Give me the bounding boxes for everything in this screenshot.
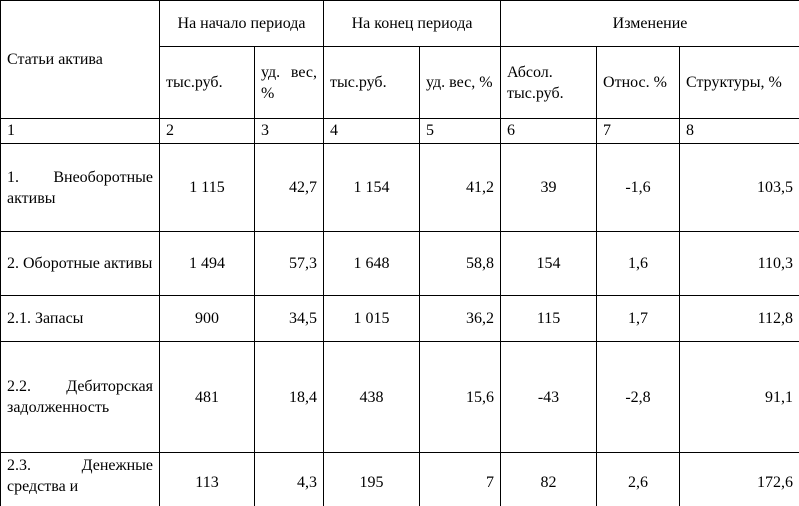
table-row: 2.3. Денежные средства и 113 4,3 195 7 82 2,6 1…	[0, 452, 799, 506]
table-cell: 900	[159, 295, 255, 342]
table-cell: 4	[323, 118, 420, 144]
table-cell: Статьи актива	[0, 0, 160, 119]
table-cell: уд. вес, %	[418, 46, 502, 119]
table-cell: 1 115	[159, 143, 255, 232]
table-cell: уд. вес, %	[254, 46, 324, 119]
table-cell: 15,6	[418, 341, 502, 453]
table-cell: 82	[500, 452, 598, 506]
table-cell: 2.3. Денежные средства и	[0, 452, 160, 506]
table-cell: 2,6	[596, 452, 681, 506]
table-cell: 1 648	[323, 231, 420, 296]
table-cell: Относ. %	[596, 46, 681, 119]
table-cell: 3	[254, 118, 324, 144]
table-cell: 34,5	[254, 295, 324, 342]
table-cell: 195	[323, 452, 420, 506]
table-row: 2.1. Запасы 900 34,5 1 015 36,2 115 1,7 112,8	[0, 295, 799, 342]
table-cell: 2.1. Запасы	[0, 295, 160, 342]
table-cell: Абсол. тыс.руб.	[500, 46, 598, 119]
table-row: 1. Внеоборотные активы 1 115 42,7 1 154 41,2…	[0, 143, 799, 232]
table-cell: тыс.руб.	[323, 46, 420, 119]
table-cell: 57,3	[254, 231, 324, 296]
table-cell: -43	[500, 341, 598, 453]
table-cell: 42,7	[254, 143, 324, 232]
table-cell: 5	[418, 118, 502, 144]
table-cell: На начало периода	[159, 0, 324, 47]
table-cell: 39	[500, 143, 598, 232]
table-cell: На конец периода	[322, 0, 502, 47]
table-cell: 1 154	[323, 143, 420, 232]
table-cell: 154	[500, 231, 598, 296]
table-row: тыс.руб. уд. вес, % тыс.руб. уд. вес, % Абсо…	[1, 46, 799, 119]
table-cell: 7	[596, 118, 681, 144]
table-cell: 8	[679, 118, 799, 144]
table-cell: 1 015	[323, 295, 420, 342]
table-cell: 4,3	[254, 452, 324, 506]
table-cell: 2.2. Дебиторская задолженность	[0, 341, 160, 453]
table-cell: -1,6	[596, 143, 681, 232]
table-cell: 1	[0, 118, 160, 144]
table-cell: 172,6	[679, 452, 799, 506]
table-cell: 1,7	[596, 295, 681, 342]
table-cell: 7	[418, 452, 502, 506]
table-cell: Изменение	[500, 0, 799, 47]
table-cell: -2,8	[596, 341, 681, 453]
table-cell: 1 494	[159, 231, 255, 296]
table-cell: 6	[500, 118, 598, 144]
table-cell: 112,8	[679, 295, 799, 342]
table-row: Статьи актива На начало периода На конец п…	[0, 0, 799, 119]
table-row: 2.2. Дебиторская задолженность 481 18,4 438…	[0, 341, 799, 453]
table-cell: 91,1	[679, 341, 799, 453]
table-cell: 1. Внеоборотные активы	[0, 143, 160, 232]
table-cell: 58,8	[418, 231, 502, 296]
table-cell: 18,4	[254, 341, 324, 453]
table-cell: 103,5	[679, 143, 799, 232]
table-cell: 481	[159, 341, 255, 453]
table-row: 2. Оборотные активы 1 494 57,3 1 648 58,8 154…	[0, 231, 799, 296]
table-cell: 438	[323, 341, 420, 453]
table-cell: Структуры, %	[679, 46, 799, 119]
table-cell: 1,6	[596, 231, 681, 296]
table-cell: 36,2	[418, 295, 502, 342]
table-cell: тыс.руб.	[159, 46, 255, 119]
table-cell: 110,3	[679, 231, 799, 296]
table-cell: 2	[159, 118, 255, 144]
table-cell: 2. Оборотные активы	[0, 231, 160, 296]
table-cell: 113	[159, 452, 255, 506]
table-cell: 115	[500, 295, 598, 342]
table-cell: 41,2	[418, 143, 502, 232]
